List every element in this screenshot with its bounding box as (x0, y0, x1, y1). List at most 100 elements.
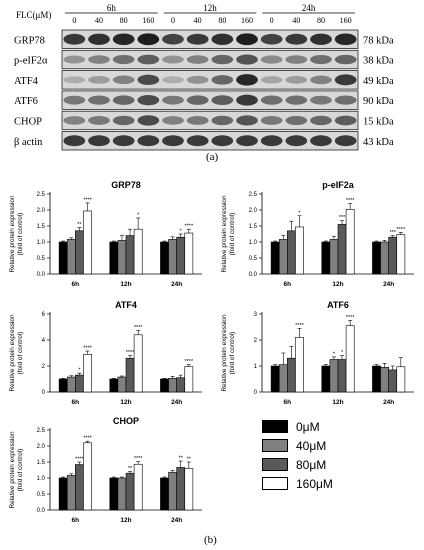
x-tick-label: 24h (171, 399, 182, 406)
significance-label: **** (83, 197, 92, 203)
blot-band (186, 116, 209, 125)
blot-row: p-eIF2α 38 kDa (14, 49, 394, 70)
y-tick-label: 0.5 (37, 256, 46, 262)
bar (345, 209, 355, 275)
protein-label: ATF4 (14, 76, 39, 87)
significance-label: **** (346, 315, 355, 321)
bar (372, 365, 381, 393)
legend-item: 40μM (262, 437, 402, 454)
bar (337, 224, 347, 275)
blot-band (236, 135, 258, 147)
y-tick-label: 2.5 (37, 192, 46, 198)
significance-label: **** (75, 457, 84, 463)
dose-label: 80 (317, 16, 325, 25)
bar (75, 374, 84, 393)
dose-label: 40 (292, 16, 300, 25)
blot-band (260, 95, 283, 105)
bar (160, 378, 169, 393)
dose-label: 160 (241, 16, 253, 25)
bar (176, 236, 186, 275)
bar (58, 477, 68, 511)
blot-membrane (61, 29, 359, 49)
blot-membrane (61, 90, 359, 110)
legend-swatch (262, 420, 288, 433)
blot-band (285, 33, 308, 45)
blot-band (334, 115, 357, 126)
dose-label: 80 (120, 16, 128, 25)
bar (109, 241, 119, 275)
blot-band (112, 115, 135, 126)
bar (125, 235, 135, 275)
blot-band (310, 95, 332, 105)
bar (287, 230, 296, 275)
blot-band (211, 75, 234, 85)
bar (117, 477, 127, 511)
blot-band (112, 33, 135, 46)
bar (133, 334, 143, 393)
bar (109, 378, 119, 393)
blot-band (236, 74, 258, 86)
dose-label: 160 (340, 16, 352, 25)
blot-band (63, 76, 86, 84)
significance-label: **** (134, 325, 143, 331)
protein-label: β actin (14, 137, 43, 148)
blot-row: ATF4 49 kDa (14, 70, 394, 90)
blot-band (63, 33, 86, 45)
protein-label: CHOP (14, 116, 42, 127)
blot-band (88, 33, 110, 45)
significance-label: * (341, 350, 344, 356)
chart-title: ATF4 (115, 300, 137, 310)
y-axis-label: Relative protein expression(fold of cont… (221, 314, 236, 392)
bar (66, 475, 76, 511)
significance-label: * (180, 229, 183, 235)
bar (125, 357, 135, 393)
x-tick-label: 12h (332, 399, 343, 406)
y-tick-label: 0 (42, 390, 46, 396)
significance-label: *** (390, 230, 397, 236)
bar (295, 226, 304, 275)
dose-label: 160 (142, 16, 154, 25)
timepoint-label: 24h (302, 3, 316, 13)
significance-label: * (78, 368, 81, 374)
protein-label: GRP78 (14, 35, 45, 46)
bar (295, 337, 304, 393)
significance-label: **** (83, 346, 92, 352)
x-tick-label: 24h (383, 281, 394, 288)
blot-band (260, 76, 283, 84)
bar (337, 359, 347, 393)
y-tick-label: 1.5 (37, 460, 46, 466)
bar (125, 472, 135, 511)
blot-band (211, 115, 234, 126)
bar (176, 377, 186, 393)
blot-band (112, 95, 135, 105)
bar (75, 230, 84, 275)
legend-item: 80μM (262, 456, 402, 473)
y-tick-label: 2.5 (37, 428, 46, 434)
bar (287, 357, 296, 393)
significance-label: **** (134, 456, 143, 462)
bar (380, 241, 389, 275)
molecular-weight-label: 43 kDa (363, 137, 394, 148)
bar (83, 210, 92, 275)
bar (270, 241, 280, 275)
blot-band (236, 33, 258, 46)
significance-label: *** (339, 215, 346, 221)
y-tick-label: 0.0 (37, 272, 46, 278)
significance-label: ** (128, 466, 133, 472)
blot-band (137, 74, 160, 86)
bar (168, 239, 177, 275)
atf4-bar-chart: ATF4 Relative protein expression(fold of … (9, 300, 202, 406)
blot-row: GRP78 78 kDa (14, 29, 394, 49)
blot-band (137, 54, 160, 65)
blot-band (162, 95, 184, 105)
peif2a-bar-chart: p-eIF2a Relative protein expression(fold … (221, 180, 414, 288)
blot-band (137, 94, 160, 106)
blot-band (310, 33, 332, 45)
bar (117, 376, 127, 393)
bar (278, 239, 288, 275)
significance-label: **** (185, 359, 194, 365)
y-tick-label: 6 (42, 312, 46, 318)
y-tick-label: 2.5 (249, 192, 258, 198)
chart-title: p-eIF2a (322, 180, 355, 190)
legend-swatch (262, 458, 288, 471)
